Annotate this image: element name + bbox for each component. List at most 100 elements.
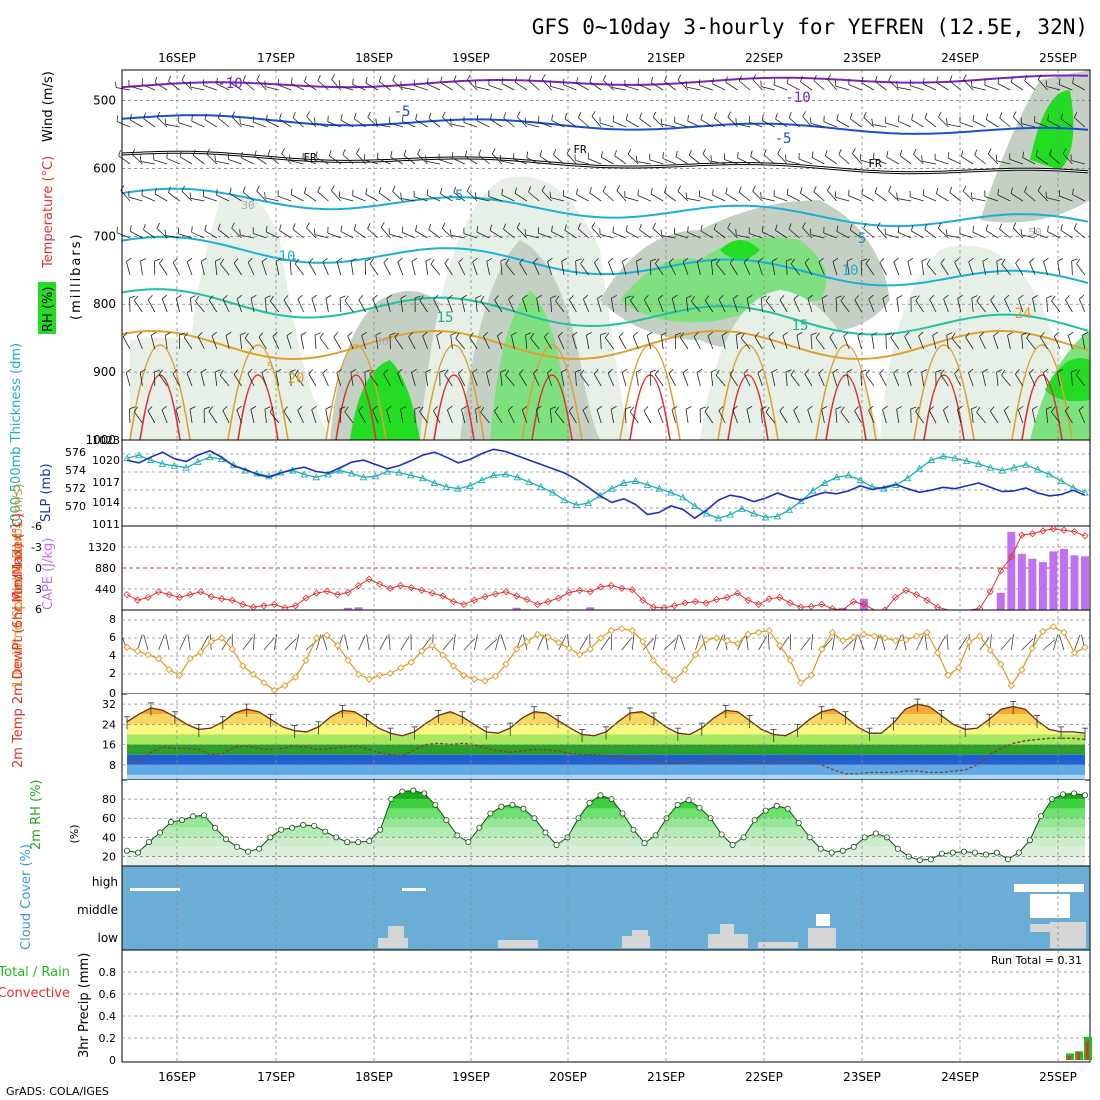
- upper-barb-staff: [593, 373, 602, 387]
- upper-barb-staff: [1024, 80, 1036, 91]
- rh-marker-38: [542, 829, 549, 836]
- wind-marker-6: [186, 654, 194, 663]
- rh-marker-29: [443, 817, 450, 824]
- upper-barb-staff: [872, 124, 887, 128]
- upper-barb-flag: [1024, 186, 1028, 193]
- upper-barb-staff: [168, 81, 180, 91]
- upper-barb-flag: [491, 148, 496, 155]
- upper-barb-flag: [350, 258, 357, 262]
- upper-barb-staff: [191, 231, 205, 239]
- upper-barb-flag: [807, 405, 813, 411]
- upper-barb-staff: [918, 335, 924, 350]
- upper-barb-staff: [159, 263, 168, 276]
- wind-marker-24: [376, 671, 384, 679]
- upper-barb-staff: [611, 298, 614, 313]
- upper-barb-staff: [600, 122, 614, 128]
- isotherm-30-arch-3: [433, 374, 475, 441]
- upper-barb-flag: [1064, 406, 1070, 412]
- upper-barb-flag: [664, 75, 667, 82]
- wind-marker-51: [660, 667, 668, 676]
- upper-barb-staff: [679, 337, 689, 350]
- upper-barb-flag: [475, 295, 482, 299]
- upper-barb-staff: [702, 153, 714, 165]
- upper-barb-staff: [294, 374, 304, 387]
- upper-barb-flag: [156, 222, 160, 229]
- upper-barb-flag: [668, 369, 674, 374]
- rh-marker-39: [553, 841, 560, 848]
- wind-marker-9: [218, 634, 226, 642]
- lifted-marker-88: [1049, 525, 1057, 533]
- upper-barb-flag: [650, 258, 657, 262]
- temp-tick-3: 8: [109, 759, 116, 772]
- upper-barb-staff: [888, 191, 900, 202]
- upper-barb-staff: [397, 372, 404, 387]
- upper-barb-staff: [646, 335, 652, 350]
- upper-barb-staff: [773, 195, 788, 202]
- upper-barb-staff: [519, 262, 528, 276]
- lifted-marker-41: [555, 594, 563, 602]
- rh-marker-65: [839, 847, 846, 854]
- upper-barb-flag: [746, 405, 753, 410]
- upper-barb-staff: [461, 409, 466, 424]
- upper-barb-staff: [383, 373, 391, 387]
- upper-barb-staff: [677, 190, 689, 202]
- lifted-tick-1: -3: [31, 541, 42, 554]
- lifted-marker-75: [912, 591, 921, 599]
- upper-barb-staff: [1015, 373, 1024, 387]
- lifted-marker-53: [681, 599, 689, 607]
- upper-barb-staff: [802, 227, 813, 239]
- wind-marker-72: [881, 634, 889, 642]
- rh-marker-10: [234, 843, 241, 850]
- upper-barb-flag: [608, 257, 614, 263]
- upper-barb-staff: [158, 374, 168, 387]
- upper-barb-flag: [716, 258, 720, 265]
- wind-10m-barb-12: [252, 634, 255, 651]
- upper-barb-flag: [597, 294, 603, 299]
- upper-barb-staff: [876, 227, 887, 239]
- upper-barb-flag: [265, 114, 268, 121]
- lifted-marker-86: [1028, 530, 1036, 538]
- upper-barb-flag: [605, 332, 610, 338]
- credit-label: GrADS: COLA/IGES: [6, 1085, 109, 1098]
- upper-barb-staff: [256, 190, 267, 202]
- upper-barb-staff: [661, 235, 676, 239]
- upper-barb-flag: [1020, 228, 1022, 235]
- lifted-marker-74: [902, 586, 910, 594]
- top-date-tick-3: 19SEP: [452, 51, 490, 65]
- upper-barb-flag: [369, 369, 374, 375]
- upper-barb-flag: [550, 406, 557, 410]
- upper-barb-staff: [832, 261, 838, 276]
- thickness-marker-7: [206, 453, 214, 461]
- upper-barb-staff: [1059, 195, 1073, 202]
- upper-barb-flag: [954, 369, 959, 374]
- upper-barb-flag: [1076, 258, 1081, 264]
- upper-barb-staff: [555, 300, 565, 313]
- upper-barb-staff: [924, 118, 937, 128]
- rh-band-6: [127, 837, 1085, 847]
- upper-barb-staff: [879, 373, 887, 387]
- upper-barb-staff: [947, 157, 961, 165]
- upper-barb-flag: [896, 295, 903, 299]
- upper-barb-staff: [682, 372, 689, 387]
- thickness-marker-51: [726, 510, 734, 518]
- upper-barb-flag: [929, 295, 935, 300]
- upper-barb-staff: [275, 261, 280, 276]
- upper-barb-staff: [946, 234, 961, 239]
- upper-barb-staff: [480, 412, 490, 424]
- upper-barb-staff: [818, 261, 825, 276]
- upper-barb-flag: [372, 405, 378, 411]
- upper-barb-staff: [971, 409, 974, 424]
- cloud-block-4: [498, 940, 538, 948]
- upper-barb-staff: [740, 337, 751, 350]
- rh-marker-8: [212, 824, 219, 831]
- upper-barb-staff: [444, 263, 453, 276]
- cloud-tick-middle: middle: [77, 903, 118, 917]
- thickness-marker-17: [324, 470, 332, 478]
- upper-barb-flag: [907, 368, 913, 373]
- upper-barb-staff: [777, 153, 788, 165]
- wind-10m-barb-35: [495, 634, 500, 651]
- upper-barb-flag: [818, 368, 824, 374]
- upper-barb-flag: [500, 369, 507, 373]
